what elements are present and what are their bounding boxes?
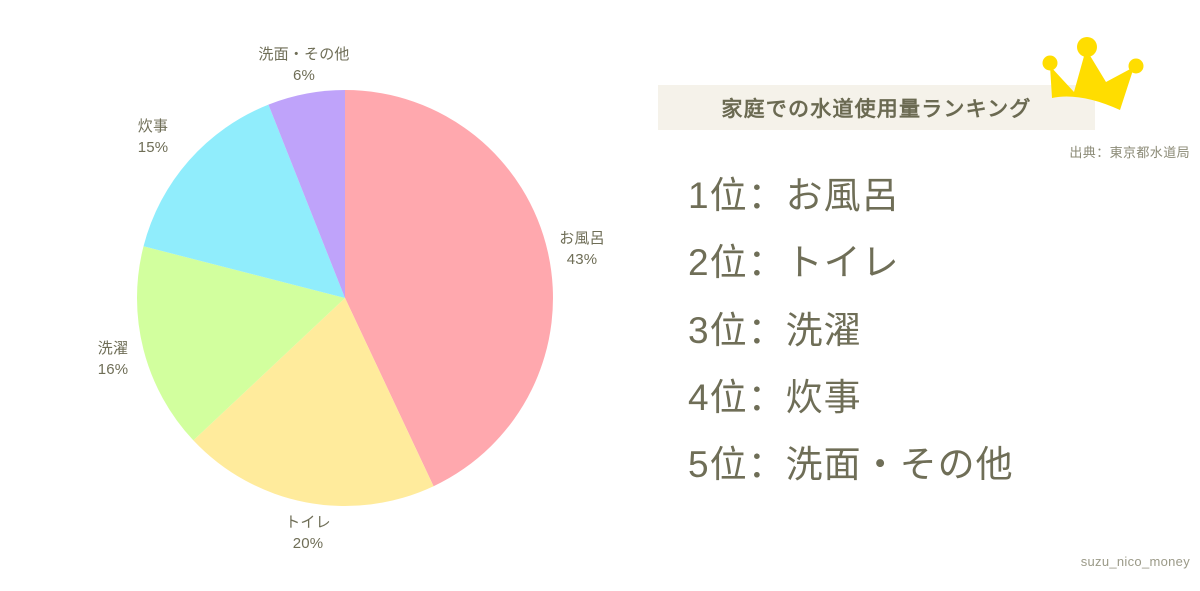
- crown-icon: [1042, 37, 1144, 110]
- pie-label-sentaku-name: 洗濯: [97, 340, 129, 357]
- pie-slice-sentaku: [136, 246, 345, 441]
- ranking-item-3: 3位：洗濯: [688, 309, 862, 351]
- ranking-panel: 家庭での水道使用量ランキング 出典：東京都水道局 1位：お風呂 2位：トイレ 3…: [640, 0, 1200, 591]
- pie-label-senmen-value: 6%: [292, 67, 316, 85]
- ranking-item-5: 5位：洗面・その他: [688, 444, 1014, 486]
- pie-slice-senmen: [268, 90, 345, 298]
- pie-chart-graphic: [136, 90, 553, 506]
- pie-slice-toilet: [193, 298, 434, 506]
- ranking-item-2: 2位：トイレ: [688, 242, 900, 284]
- pie-label-senmen: 洗面・その他 6%: [182, 44, 426, 87]
- pie-label-toilet-name: トイレ: [285, 514, 331, 531]
- pie-label-suiji-value: 15%: [137, 139, 169, 157]
- pie-label-suiji-name: 炊事: [137, 118, 169, 135]
- ranking-item-1: 1位：お風呂: [688, 175, 900, 216]
- pie-chart-panel: お風呂 43% トイレ 20% 洗濯 16% 炊事 15% 洗面・その他 6%: [58, 44, 642, 555]
- pie-label-sentaku: 洗濯 16%: [58, 338, 168, 381]
- pie-label-ofuro: お風呂 43%: [522, 228, 642, 271]
- pie-label-toilet: トイレ 20%: [238, 512, 378, 555]
- title-banner: 家庭での水道使用量ランキング: [658, 85, 1095, 130]
- pie-label-sentaku-value: 16%: [97, 361, 129, 379]
- pie-label-suiji: 炊事 15%: [98, 116, 208, 159]
- ranking-list: 1位：お風呂 2位：トイレ 3位：洗濯 4位：炊事 5位：洗面・その他: [688, 162, 1188, 499]
- pie-slice-ofuro: [345, 90, 553, 487]
- pie-slice-suiji: [143, 104, 345, 298]
- pie-label-toilet-value: 20%: [292, 535, 324, 553]
- source-attribution: 出典：東京都水道局: [1069, 145, 1190, 160]
- ranking-item-4: 4位：炊事: [688, 376, 862, 418]
- watermark-handle: suzu_nico_money: [1080, 554, 1190, 569]
- page-title: 家庭での水道使用量ランキング: [721, 97, 1032, 121]
- pie-label-senmen-name: 洗面・その他: [258, 46, 350, 63]
- pie-label-ofuro-name: お風呂: [559, 230, 605, 247]
- pie-label-ofuro-value: 43%: [566, 251, 598, 269]
